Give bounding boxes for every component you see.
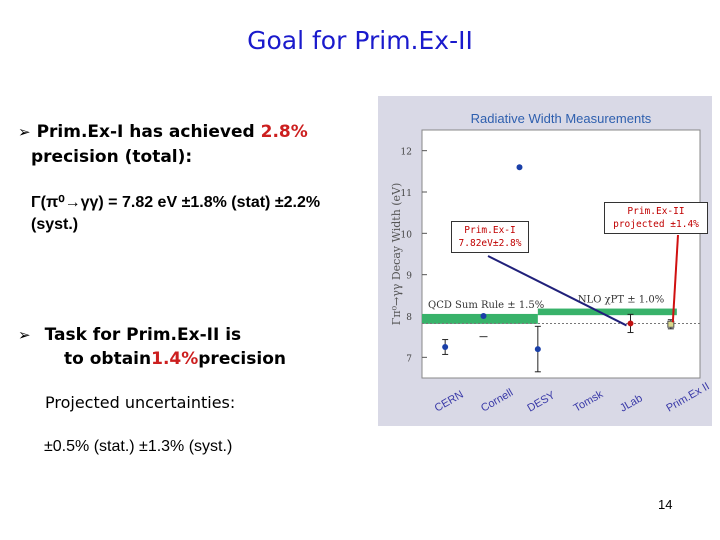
category-label-tomsk: Tomsk bbox=[572, 388, 606, 415]
data-point-4 bbox=[627, 320, 634, 327]
category-label-cornell: Cornell bbox=[479, 387, 515, 415]
projected-values: ±0.5% (stat.) ±1.3% (syst.) bbox=[44, 438, 233, 455]
category-label-jlab: JLab bbox=[618, 392, 645, 414]
y-tick-label-8: 8 bbox=[406, 313, 412, 323]
bullet2-line2: to obtain 1.4% precision bbox=[64, 349, 286, 369]
y-tick-label-12: 12 bbox=[401, 148, 412, 158]
radiative-width-chart: Radiative Width Measurements 7 8 9 10 11 12 Γπ⁰… bbox=[378, 96, 712, 426]
category-label-desy: DESY bbox=[525, 389, 558, 415]
bullet1-highlight: 2.8% bbox=[260, 122, 308, 142]
page-number: 14 bbox=[658, 497, 673, 512]
data-point-2 bbox=[516, 164, 523, 171]
projected-label: Projected uncertainties: bbox=[45, 393, 236, 412]
annotation-prim-ex-1: Prim.Ex-I 7.82eV±2.8% bbox=[451, 221, 529, 253]
data-point-3 bbox=[534, 346, 541, 353]
category-label-prim-ex-ii: Prim.Ex II bbox=[664, 380, 711, 414]
y-tick-label-7: 7 bbox=[406, 354, 412, 364]
bullet1-text: Prim.Ex-I has achieved 2.8% bbox=[36, 122, 308, 142]
plot-area bbox=[421, 129, 701, 379]
decay-width-formula: Γ(π⁰→γγ) = 7.82 eV ±1.8% (stat) ±2.2% (s… bbox=[31, 194, 321, 233]
bullet-prim-ex-1: ➢ Prim.Ex-I has achieved 2.8% bbox=[18, 122, 308, 142]
pointer-prim-ex-2 bbox=[671, 234, 679, 323]
bullet1-line2: precision (total): bbox=[31, 147, 193, 167]
theory-band-0 bbox=[422, 313, 538, 324]
y-tick-label-10: 10 bbox=[401, 230, 413, 240]
y-tick-label-9: 9 bbox=[406, 272, 412, 282]
bullet2-highlight: 1.4% bbox=[151, 349, 199, 369]
pointer-prim-ex-1 bbox=[487, 255, 627, 327]
chart-title: Radiative Width Measurements bbox=[471, 111, 652, 126]
theory-band-label-1: NLO χPT ± 1.0% bbox=[578, 295, 664, 306]
theory-band-1 bbox=[537, 308, 677, 316]
category-label-cern: CERN bbox=[433, 389, 466, 415]
theory-band-label-0: QCD Sum Rule ± 1.5% bbox=[428, 300, 544, 311]
page-title: Goal for Prim.Ex-II bbox=[247, 26, 473, 55]
chart-svg: Radiative Width Measurements 7 8 9 10 11 12 Γπ⁰… bbox=[390, 111, 712, 415]
data-point-0 bbox=[442, 344, 449, 350]
arrow-bullet-icon: ➢ bbox=[18, 326, 31, 344]
data-point-1 bbox=[480, 313, 487, 319]
arrow-bullet-icon: ➢ bbox=[18, 123, 31, 141]
y-axis-label: Γπ⁰→γγ Decay Width (eV) bbox=[390, 183, 403, 326]
annotation-prim-ex-2: Prim.Ex-II projected ±1.4% bbox=[604, 202, 708, 234]
data-point-5 bbox=[667, 320, 675, 328]
y-tick-label-11: 11 bbox=[401, 189, 412, 199]
bullet-prim-ex-2: ➢ Task for Prim.Ex-II is bbox=[18, 325, 242, 345]
